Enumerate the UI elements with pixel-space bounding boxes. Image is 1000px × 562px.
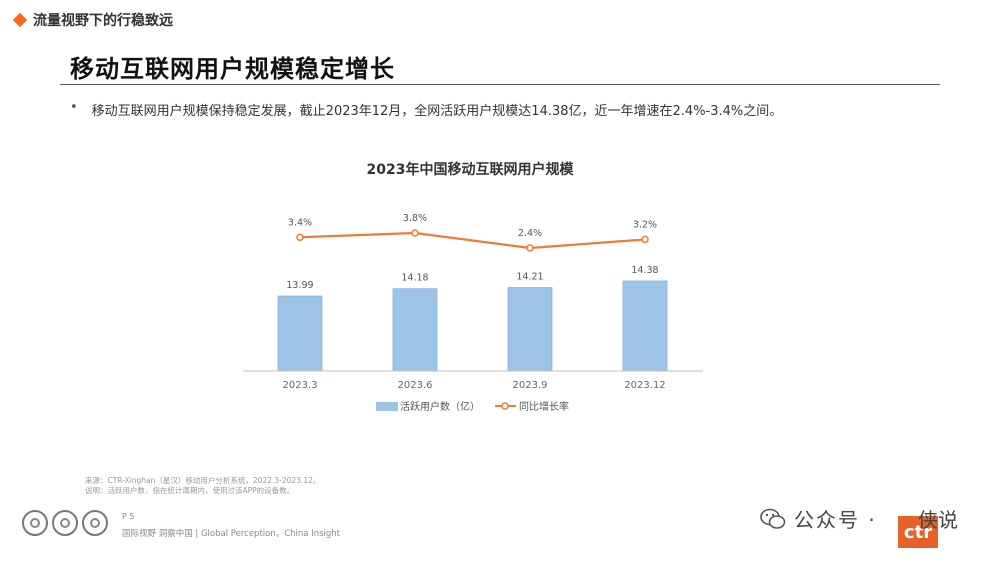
slide-title: 移动互联网用户规模稳定增长 <box>70 55 395 83</box>
bar-value-label: 14.18 <box>401 273 428 284</box>
growth-rate-label: 3.8% <box>403 213 427 224</box>
section-label: 流量视野下的行稳致远 <box>33 13 173 29</box>
wechat-icon <box>760 508 786 529</box>
bar-value-label: 14.21 <box>516 272 543 283</box>
growth-rate-point <box>296 233 304 242</box>
growth-rate-point <box>526 244 534 252</box>
growth-rate-point <box>411 229 419 237</box>
bar-2023.9 <box>507 287 553 372</box>
section-header: 流量视野下的行稳致远 <box>12 10 173 30</box>
bullet-dot-icon: • <box>70 100 78 115</box>
bar-2023.3 <box>277 295 323 372</box>
wechat-watermark: 公众号 · <box>760 504 877 533</box>
bar-2023.12 <box>622 280 668 372</box>
source-line-2: 说明：活跃用户数，指在统计周期内，使用过该APP的设备数。 <box>85 486 295 495</box>
legend-bar-swatch <box>376 402 398 411</box>
certification-badges <box>22 510 108 536</box>
ctr-logo: ctr <box>898 516 938 548</box>
growth-rate-label: 3.2% <box>633 219 657 230</box>
sgs-badge-icon <box>82 510 108 536</box>
bar-value-label: 13.99 <box>286 280 313 291</box>
x-tick-label: 2023.12 <box>624 380 665 391</box>
bar-2023.6 <box>392 288 438 372</box>
brand-text: 侠说 <box>918 508 958 532</box>
growth-rate-label: 2.4% <box>518 228 542 239</box>
growth-rate-line <box>299 231 646 250</box>
source-line-1: 来源：CTR-Xinghan（星汉）移动用户分析系统，2022.3-2023.1… <box>85 476 321 485</box>
bullet-point: • 移动互联网用户规模保持稳定发展，截止2023年12月，全网活跃用户规模达14… <box>70 100 782 119</box>
growth-rate-label: 3.4% <box>288 217 312 228</box>
title-divider <box>60 84 940 85</box>
legend-line-marker <box>501 402 509 410</box>
x-tick-label: 2023.9 <box>513 380 548 391</box>
legend-bar-label: 活跃用户数（亿） <box>400 400 480 413</box>
sgs-badge-icon <box>22 510 48 536</box>
growth-rate-point <box>641 235 649 244</box>
footer-tagline: 国际视野 洞察中国 | Global Perception，China Insi… <box>122 529 341 539</box>
bar-value-label: 14.38 <box>631 265 658 276</box>
x-tick-label: 2023.6 <box>398 380 433 391</box>
sgs-badge-icon <box>52 510 78 536</box>
source-note: 来源：CTR-Xinghan（星汉）移动用户分析系统，2022.3-2023.1… <box>85 476 320 496</box>
page-number: P 5 <box>122 512 135 521</box>
legend-line-label: 同比增长率 <box>519 400 569 413</box>
bullet-text: 移动互联网用户规模保持稳定发展，截止2023年12月，全网活跃用户规模达14.3… <box>91 104 783 119</box>
chart-title: 2023年中国移动互联网用户规模 <box>367 161 575 178</box>
wechat-text: 公众号 · <box>794 508 877 532</box>
x-tick-label: 2023.3 <box>283 380 318 391</box>
